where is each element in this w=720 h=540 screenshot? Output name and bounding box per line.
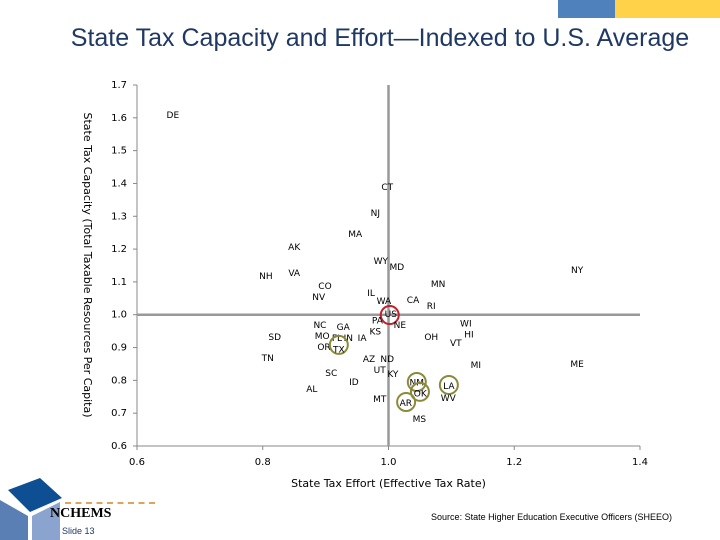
highlight-circle [328, 334, 349, 355]
point-label: SC [325, 369, 337, 379]
point-label: OK [414, 390, 428, 400]
point-label: FL [332, 334, 342, 344]
y-tick-label: 0.6 [111, 441, 127, 452]
point-label: MD [389, 263, 404, 273]
point-label: NY [571, 266, 584, 276]
logo-text: NCHEMS [50, 506, 112, 521]
point-label: IN [344, 334, 353, 344]
highlight-circle [406, 372, 427, 393]
point-label: NH [259, 272, 273, 282]
point-label: PA [372, 316, 384, 326]
slide-title: State Tax Capacity and Effort—Indexed to… [70, 24, 690, 52]
point-label: KY [387, 370, 399, 380]
point-label: CT [381, 183, 393, 193]
header-accent-yellow [615, 0, 720, 18]
point-label: GA [337, 323, 351, 333]
point-label: AR [400, 399, 412, 409]
highlight-circle [396, 392, 417, 413]
y-tick-label: 1.7 [111, 80, 127, 91]
y-tick-label: 0.9 [111, 343, 127, 354]
point-label: KS [369, 328, 381, 338]
point-label: MO [315, 332, 330, 342]
point-label: ME [570, 360, 584, 370]
point-label: VA [288, 269, 301, 279]
point-label: IL [367, 289, 375, 299]
y-tick-label: 1.6 [111, 113, 127, 124]
slide-number: Slide 13 [62, 526, 95, 536]
highlight-circle [409, 381, 430, 402]
point-label: NC [313, 321, 326, 331]
header-accent-blue [558, 0, 615, 18]
point-label: MI [471, 361, 481, 371]
point-label: OH [424, 333, 438, 343]
y-tick-label: 0.7 [111, 408, 127, 419]
point-label: MT [373, 395, 387, 405]
y-tick-label: 1.1 [111, 277, 127, 288]
point-label: CO [318, 282, 331, 292]
point-label: US [385, 310, 398, 320]
point-label: VT [450, 339, 462, 349]
y-tick-label: 1.0 [111, 310, 127, 321]
point-label: OR [317, 343, 330, 353]
x-axis-label: State Tax Effort (Effective Tax Rate) [291, 477, 486, 490]
y-tick-label: 0.8 [111, 375, 127, 386]
point-label: WY [374, 257, 389, 267]
point-label: NJ [371, 209, 380, 219]
point-label: UT [374, 366, 387, 376]
y-tick-label: 1.5 [111, 146, 127, 157]
logo-divider [65, 502, 155, 504]
point-label: SD [268, 333, 281, 343]
x-tick-label: 1.0 [381, 457, 397, 468]
point-label: AZ [363, 355, 375, 365]
x-tick-label: 1.4 [632, 457, 648, 468]
point-label: NE [394, 321, 407, 331]
point-label: AK [288, 243, 301, 253]
highlight-circle [379, 305, 400, 326]
y-axis-label: State Tax Capacity (Total Taxable Resour… [81, 112, 94, 417]
point-label: AL [306, 385, 317, 395]
x-tick-label: 0.8 [255, 457, 271, 468]
point-label: TX [332, 345, 345, 355]
highlight-circle [438, 374, 459, 395]
point-label: NV [312, 293, 326, 303]
y-tick-label: 1.4 [111, 178, 127, 189]
x-tick-label: 0.6 [129, 457, 145, 468]
point-label: HI [464, 331, 473, 341]
point-label: IA [358, 334, 368, 344]
x-tick-label: 1.2 [506, 457, 522, 468]
nchems-logo-icon [0, 478, 62, 540]
source-note: Source: State Higher Education Executive… [431, 512, 672, 522]
point-label: DE [167, 111, 180, 121]
point-label: ID [349, 378, 359, 388]
y-tick-label: 1.3 [111, 211, 127, 222]
point-label: WV [441, 394, 457, 404]
point-label: ND [380, 355, 394, 365]
point-label: CA [407, 296, 420, 306]
point-label: LA [443, 382, 455, 392]
y-tick-label: 1.2 [111, 244, 127, 255]
point-label: WA [377, 297, 392, 307]
point-label: WI [460, 319, 472, 329]
point-label: MS [413, 415, 427, 425]
point-label: MN [431, 280, 446, 290]
point-label: MA [348, 230, 363, 240]
point-label: TN [261, 354, 274, 364]
point-label: RI [427, 302, 436, 312]
